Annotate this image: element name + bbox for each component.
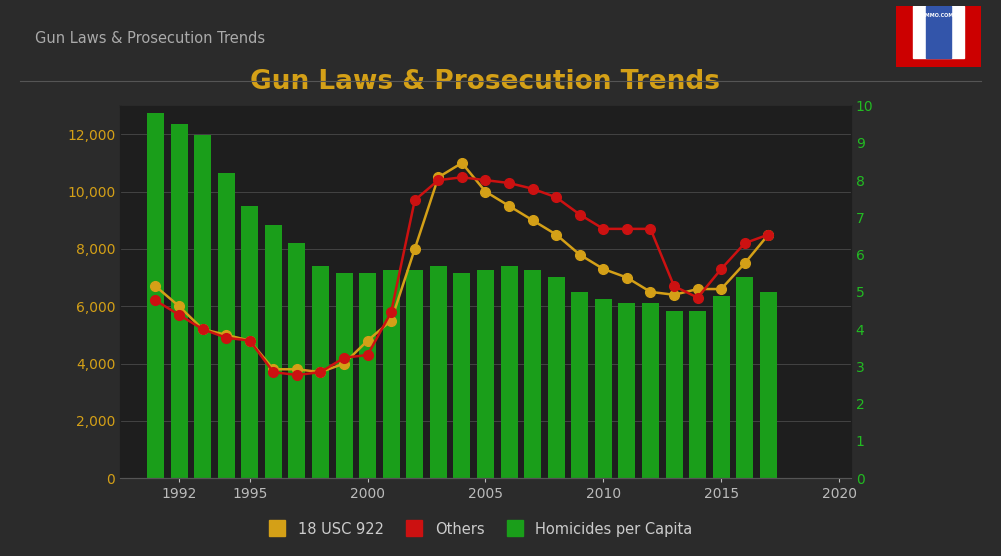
Bar bbox=[170, 124, 187, 478]
Bar bbox=[913, 6, 964, 57]
Text: AMMO.COM: AMMO.COM bbox=[922, 13, 955, 18]
Bar bbox=[572, 292, 589, 478]
Bar bbox=[194, 136, 211, 478]
Bar bbox=[312, 266, 329, 478]
Bar bbox=[642, 303, 659, 478]
Bar bbox=[595, 299, 612, 478]
Bar bbox=[760, 292, 777, 478]
Bar bbox=[619, 303, 636, 478]
Bar bbox=[453, 273, 470, 478]
Bar bbox=[382, 270, 399, 478]
Bar bbox=[429, 266, 446, 478]
Bar bbox=[713, 296, 730, 478]
Bar bbox=[241, 206, 258, 478]
Bar bbox=[689, 310, 706, 478]
Bar bbox=[500, 266, 518, 478]
Bar bbox=[477, 270, 493, 478]
Bar bbox=[217, 173, 234, 478]
Bar bbox=[525, 270, 542, 478]
Title: Gun Laws & Prosecution Trends: Gun Laws & Prosecution Trends bbox=[250, 69, 721, 95]
Bar bbox=[666, 310, 683, 478]
Bar bbox=[335, 273, 352, 478]
Bar bbox=[548, 277, 565, 478]
Bar bbox=[926, 6, 951, 57]
Bar bbox=[147, 113, 164, 478]
Bar bbox=[359, 273, 376, 478]
Text: Gun Laws & Prosecution Trends: Gun Laws & Prosecution Trends bbox=[35, 32, 265, 46]
Legend: 18 USC 922, Others, Homicides per Capita: 18 USC 922, Others, Homicides per Capita bbox=[262, 516, 699, 543]
Bar bbox=[737, 277, 754, 478]
Bar bbox=[406, 270, 423, 478]
Bar bbox=[288, 244, 305, 478]
Bar bbox=[265, 225, 282, 478]
